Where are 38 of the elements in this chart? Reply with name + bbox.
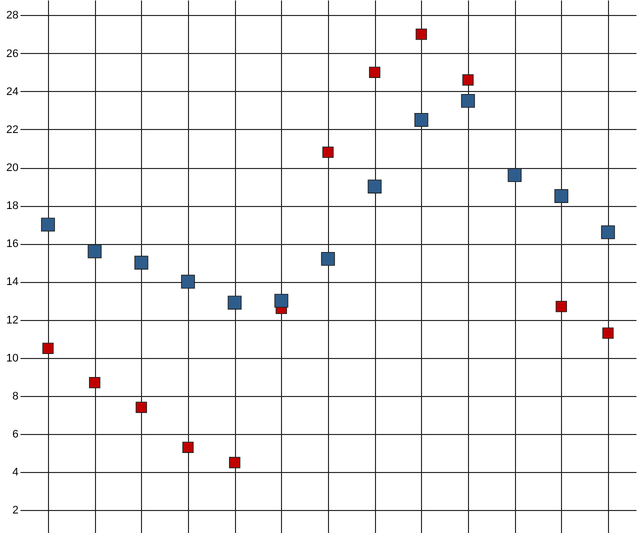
y-tick-label: 16 (6, 238, 18, 250)
point (554, 189, 568, 203)
y-tick-label: 26 (6, 48, 18, 60)
point (369, 66, 380, 78)
point (462, 74, 474, 86)
y-tick-label: 10 (6, 352, 18, 364)
point (508, 168, 522, 182)
y-tick-label: 4 (12, 466, 18, 479)
y-tick-label: 8 (12, 390, 18, 402)
point (42, 342, 54, 354)
point (601, 225, 615, 240)
point (88, 244, 102, 258)
y-tick-label: 18 (6, 200, 18, 212)
point (181, 274, 195, 289)
y-tick-label: 22 (6, 124, 18, 136)
point (321, 252, 335, 266)
y-tick-label: 28 (6, 10, 18, 22)
point (89, 376, 100, 388)
y-tick-label: 20 (6, 162, 18, 174)
y-tick-label: 24 (6, 86, 18, 98)
point (41, 218, 55, 232)
point (461, 94, 475, 108)
y-tick-label: 2 (12, 504, 18, 517)
point (416, 28, 427, 40)
y-tick-label: 12 (6, 314, 18, 326)
point (134, 256, 148, 270)
point (229, 456, 240, 468)
point (368, 180, 382, 194)
point (182, 442, 194, 453)
point (136, 402, 147, 414)
y-tick-label: 6 (12, 428, 18, 441)
point (228, 296, 242, 310)
point (556, 300, 567, 312)
point (274, 294, 288, 308)
point (414, 113, 428, 127)
point (322, 146, 334, 158)
point (602, 327, 614, 339)
y-tick-label: 14 (6, 276, 18, 288)
